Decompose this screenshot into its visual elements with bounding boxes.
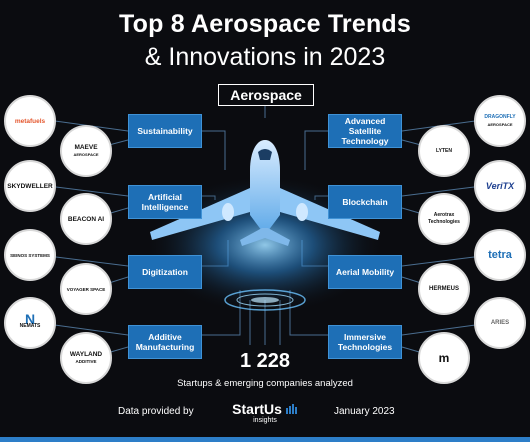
center-label: Aerospace bbox=[218, 84, 314, 106]
logo-seinos: SEINOS SYSTEMS bbox=[4, 229, 56, 281]
logo-m: m bbox=[418, 332, 470, 384]
logo-skydweller: SKYDWELLER bbox=[4, 160, 56, 212]
logo-wayland: WAYLAND ADDITIVE bbox=[60, 332, 112, 384]
startup-count: 1 228 bbox=[239, 350, 291, 372]
logo-aries: ARIES bbox=[474, 297, 526, 349]
bottom-accent-bar bbox=[0, 437, 530, 442]
logo-maeve: MAEVE AEROSPACE bbox=[60, 125, 112, 177]
title-line-2: & Innovations in 2023 bbox=[144, 43, 386, 71]
logo-veritx: VeriTX bbox=[474, 160, 526, 212]
logo-dragonfly: DRAGONFLY AEROSPACE bbox=[474, 95, 526, 147]
startus-logo: StartUs insights bbox=[230, 402, 300, 425]
title-line-1: Top 8 Aerospace Trends bbox=[119, 10, 411, 38]
logo-beacon-ai: BEACON AI bbox=[60, 193, 112, 245]
logo-hermeus: HERMEUS bbox=[418, 263, 470, 315]
trend-artificial-intelligence: Artificial Intelligence bbox=[128, 185, 202, 219]
logo-lyten: LYTEN bbox=[418, 125, 470, 177]
trend-aerial-mobility: Aerial Mobility bbox=[328, 255, 402, 289]
logo-tetra: tetra bbox=[474, 229, 526, 281]
footer-data-provided: Data provided by bbox=[118, 406, 194, 417]
trend-digitization: Digitization bbox=[128, 255, 202, 289]
trend-immersive-technologies: Immersive Technologies bbox=[328, 325, 402, 359]
logo-voyager-space: VOYAGER SPACE bbox=[60, 263, 112, 315]
brand-sub: insights bbox=[253, 417, 277, 424]
trend-advanced-satellite-technology: Advanced Satellite Technology bbox=[328, 114, 402, 148]
footer-date: January 2023 bbox=[334, 406, 395, 417]
logo-metafuels: metafuels bbox=[4, 95, 56, 147]
trend-additive-manufacturing: Additive Manufacturing bbox=[128, 325, 202, 359]
logo-aerotrax: Aerotrax Technologies bbox=[418, 193, 470, 245]
bars-icon bbox=[285, 404, 297, 414]
trend-blockchain: Blockchain bbox=[328, 185, 402, 219]
logo-nemats: N NEMATS bbox=[4, 297, 56, 349]
startup-count-description: Startups & emerging companies analyzed bbox=[177, 378, 353, 389]
brand-name: StartUs bbox=[232, 401, 282, 417]
trend-sustainability: Sustainability bbox=[128, 114, 202, 148]
